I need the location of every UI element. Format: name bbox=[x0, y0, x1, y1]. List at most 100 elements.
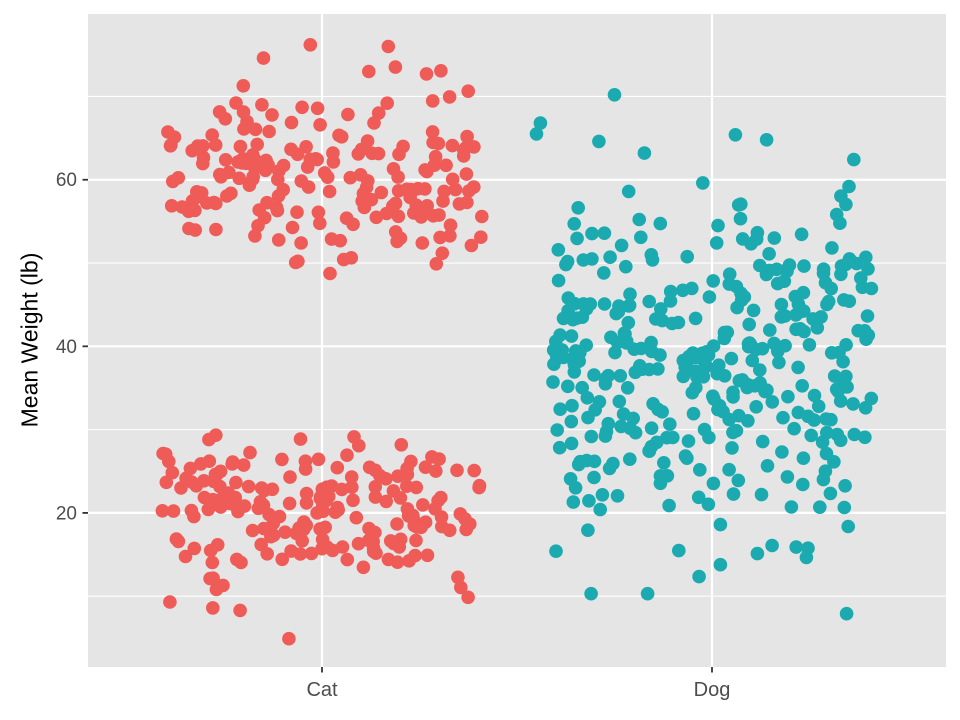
data-point-cat bbox=[425, 125, 440, 139]
data-point-cat bbox=[410, 204, 424, 219]
data-point-cat bbox=[352, 438, 366, 453]
data-point-dog bbox=[795, 379, 809, 393]
data-point-dog bbox=[634, 230, 648, 245]
data-point-dog bbox=[728, 128, 743, 142]
data-point-dog bbox=[575, 380, 589, 395]
data-point-dog bbox=[784, 500, 799, 514]
data-point-dog bbox=[804, 428, 818, 443]
data-point-cat bbox=[437, 184, 451, 199]
data-point-cat bbox=[320, 540, 335, 554]
data-point-dog bbox=[702, 290, 717, 304]
data-point-cat bbox=[251, 218, 265, 233]
data-point-cat bbox=[175, 200, 189, 214]
data-point-cat bbox=[262, 124, 276, 139]
data-point-cat bbox=[461, 590, 475, 605]
data-point-cat bbox=[451, 570, 465, 585]
data-point-cat bbox=[361, 174, 375, 188]
data-point-dog bbox=[760, 459, 775, 473]
data-point-dog bbox=[807, 388, 822, 403]
data-point-cat bbox=[233, 603, 247, 618]
data-point-dog bbox=[726, 385, 740, 400]
data-point-cat bbox=[474, 230, 488, 244]
data-point-dog bbox=[640, 586, 655, 601]
data-point-cat bbox=[187, 541, 202, 556]
data-point-dog bbox=[758, 384, 772, 399]
data-point-dog bbox=[561, 379, 575, 394]
data-point-cat bbox=[462, 184, 476, 198]
data-point-cat bbox=[429, 257, 444, 271]
data-point-cat bbox=[285, 220, 300, 235]
data-point-dog bbox=[729, 423, 744, 438]
data-point-cat bbox=[275, 552, 290, 567]
data-point-dog bbox=[706, 339, 721, 353]
data-point-dog bbox=[825, 241, 839, 255]
data-point-cat bbox=[354, 142, 369, 157]
data-point-dog bbox=[672, 543, 686, 558]
data-point-dog bbox=[769, 262, 784, 277]
data-point-dog bbox=[810, 321, 825, 335]
data-point-cat bbox=[283, 470, 297, 484]
data-point-cat bbox=[394, 438, 409, 452]
data-point-cat bbox=[188, 203, 202, 218]
data-point-dog bbox=[789, 540, 803, 554]
data-point-cat bbox=[442, 523, 457, 538]
data-point-cat bbox=[250, 154, 264, 169]
data-point-cat bbox=[410, 520, 424, 534]
data-point-dog bbox=[791, 360, 805, 375]
data-point-cat bbox=[393, 231, 408, 245]
data-point-dog bbox=[811, 399, 826, 414]
data-point-dog bbox=[711, 218, 725, 233]
data-point-cat bbox=[237, 499, 252, 513]
data-point-dog bbox=[576, 253, 591, 267]
data-point-dog bbox=[796, 285, 811, 300]
data-point-dog bbox=[709, 236, 724, 250]
data-point-cat bbox=[425, 94, 440, 108]
data-point-cat bbox=[245, 523, 260, 538]
data-point-dog bbox=[566, 495, 581, 509]
data-point-cat bbox=[155, 504, 170, 518]
data-point-dog bbox=[813, 500, 827, 514]
data-point-cat bbox=[250, 137, 264, 152]
data-point-cat bbox=[323, 266, 337, 281]
data-point-cat bbox=[282, 631, 296, 646]
data-point-dog bbox=[841, 519, 855, 534]
data-point-dog bbox=[741, 414, 755, 428]
data-point-cat bbox=[392, 147, 406, 162]
data-point-cat bbox=[388, 60, 403, 74]
data-point-cat bbox=[254, 481, 269, 495]
data-point-cat bbox=[368, 480, 383, 494]
data-point-dog bbox=[556, 350, 571, 365]
data-point-dog bbox=[735, 232, 750, 246]
data-point-dog bbox=[646, 397, 660, 411]
data-point-dog bbox=[745, 353, 760, 368]
data-point-dog bbox=[626, 411, 640, 426]
data-point-cat bbox=[178, 549, 193, 564]
data-point-dog bbox=[787, 421, 801, 436]
data-point-dog bbox=[858, 430, 872, 445]
data-point-cat bbox=[208, 467, 223, 482]
data-point-dog bbox=[834, 189, 848, 203]
data-point-dog bbox=[692, 569, 706, 584]
data-point-dog bbox=[717, 325, 732, 340]
data-point-dog bbox=[644, 421, 659, 436]
data-point-cat bbox=[209, 582, 224, 597]
data-point-dog bbox=[642, 294, 656, 309]
data-point-dog bbox=[750, 546, 765, 561]
data-point-dog bbox=[653, 216, 668, 231]
data-point-dog bbox=[749, 400, 763, 414]
data-point-cat bbox=[409, 533, 423, 548]
data-point-cat bbox=[472, 480, 486, 495]
data-point-cat bbox=[416, 498, 430, 512]
data-point-cat bbox=[313, 522, 327, 536]
data-point-dog bbox=[588, 403, 602, 417]
data-point-dog bbox=[549, 544, 563, 558]
data-point-dog bbox=[698, 356, 712, 371]
data-point-cat bbox=[202, 454, 217, 469]
data-point-cat bbox=[420, 548, 435, 563]
data-point-cat bbox=[384, 204, 399, 218]
data-point-cat bbox=[320, 170, 335, 184]
data-point-dog bbox=[686, 406, 701, 421]
data-point-dog bbox=[665, 316, 679, 331]
data-point-dog bbox=[861, 262, 875, 276]
